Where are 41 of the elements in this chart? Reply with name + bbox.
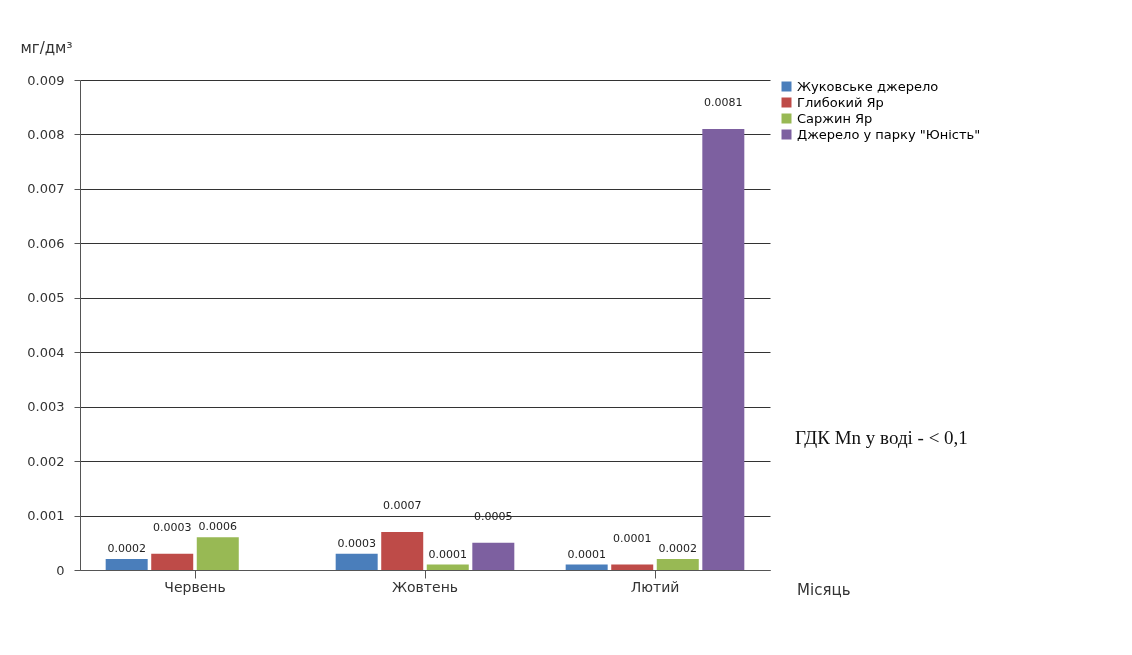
data-label: 0.0001 xyxy=(612,531,652,545)
legend-label: Саржин Яр xyxy=(797,110,873,126)
x-axis-title: Місяць xyxy=(797,580,851,599)
y-tick-label: 0.001 xyxy=(27,508,65,524)
bar xyxy=(656,559,699,570)
y-tick-label: 0.009 xyxy=(27,72,65,88)
y-tick-label: 0.004 xyxy=(27,344,65,360)
bar xyxy=(196,537,239,570)
data-label: 0.0003 xyxy=(152,520,192,534)
data-label: 0.0001 xyxy=(428,547,468,561)
legend-label: Джерело у парку "Юність" xyxy=(797,126,981,142)
x-tick-label: Червень xyxy=(164,578,226,595)
data-label: 0.0007 xyxy=(382,498,422,512)
data-label: 0.0006 xyxy=(198,520,238,534)
bar xyxy=(472,542,515,570)
data-label: 0.0003 xyxy=(337,536,376,550)
data-label: 0.0002 xyxy=(658,542,698,556)
bar xyxy=(151,553,194,570)
bar xyxy=(565,564,608,570)
bar xyxy=(381,531,424,570)
bar xyxy=(611,564,654,570)
y-tick-label: 0.006 xyxy=(27,235,65,251)
y-tick-label: 0.007 xyxy=(27,181,65,197)
data-label: 0.0001 xyxy=(567,547,606,561)
bar xyxy=(426,564,469,570)
data-label: 0.0002 xyxy=(107,542,146,556)
text: ГДК Mn у воді - < 0,1 xyxy=(795,426,968,448)
y-axis-title: мг/дм³ xyxy=(20,38,73,57)
bar xyxy=(335,553,378,570)
x-tick-label: Лютий xyxy=(630,578,680,595)
y-tick-label: 0 xyxy=(56,562,65,578)
y-tick-label: 0.005 xyxy=(27,290,65,306)
legend-label: Глибокий Яр xyxy=(797,94,884,110)
bar xyxy=(702,129,745,570)
y-tick-label: 0.008 xyxy=(27,126,65,142)
x-tick-label: Жовтень xyxy=(391,578,459,595)
legend-label: Жуковське джерело xyxy=(797,78,939,94)
y-tick-label: 0.003 xyxy=(27,399,65,415)
y-tick-label: 0.002 xyxy=(27,453,65,469)
data-label: 0.0081 xyxy=(704,96,743,109)
bar xyxy=(105,559,148,570)
